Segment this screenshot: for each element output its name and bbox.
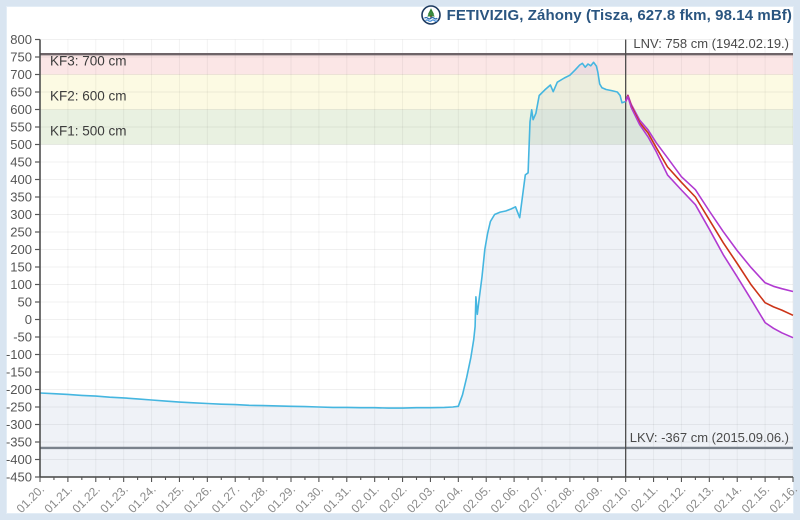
x-tick-label: 01.27. <box>209 482 242 515</box>
y-tick-label: 750 <box>10 50 32 65</box>
x-tick-label: 02.02. <box>376 482 409 515</box>
x-tick-label: 02.04. <box>432 482 465 515</box>
x-tick-label: 02.05. <box>460 482 493 515</box>
x-tick-label: 02.09. <box>571 482 604 515</box>
series-forecast-lower-fill <box>625 96 793 477</box>
y-tick-label: -300 <box>6 417 32 432</box>
x-tick-label: 02.10. <box>599 482 632 515</box>
x-tick-label: 02.07. <box>516 482 549 515</box>
station-header: FETIVIZIG, Záhony (Tisza, 627.8 fkm, 98.… <box>420 2 792 28</box>
series-observed-water-level-fill <box>40 62 626 478</box>
x-tick-label: 01.28. <box>237 482 270 515</box>
x-tick-label: 01.31. <box>320 482 353 515</box>
x-tick-label: 02.11. <box>628 482 661 515</box>
y-tick-label: -350 <box>6 435 32 450</box>
flood-band-kf3-label: KF3: 700 cm <box>50 54 127 69</box>
y-tick-label: 100 <box>10 277 32 292</box>
y-tick-label: -200 <box>6 382 32 397</box>
x-tick-label: 01.25. <box>153 482 186 515</box>
x-tick-label: 01.21. <box>42 482 75 515</box>
x-tick-label: 02.14. <box>711 482 744 515</box>
y-tick-label: -150 <box>6 365 32 380</box>
flood-band-kf2-label: KF2: 600 cm <box>50 89 127 104</box>
x-tick-label: 01.24. <box>125 482 158 515</box>
series-observed-water-level-line <box>39 61 626 409</box>
y-tick-label: 450 <box>10 155 32 170</box>
y-tick-label: 550 <box>10 120 32 135</box>
x-tick-label: 02.01. <box>348 482 381 515</box>
x-tick-label: 02.03. <box>404 482 437 515</box>
y-tick-label: 300 <box>10 207 32 222</box>
station-title: FETIVIZIG, Záhony (Tisza, 627.8 fkm, 98.… <box>446 6 792 24</box>
x-tick-label: 01.30. <box>293 482 326 515</box>
series-forecast-lower-line <box>624 95 794 339</box>
series-forecast-upper-line <box>624 94 794 293</box>
fetivizig-logo-icon <box>420 5 441 25</box>
x-tick-label: 01.20. <box>14 482 47 515</box>
x-tick-label: 02.08. <box>544 482 577 515</box>
x-tick-label: 02.12. <box>655 482 688 515</box>
x-tick-label: 01.22. <box>69 482 102 515</box>
y-tick-label: 150 <box>10 260 32 275</box>
x-tick-label: 02.16. <box>767 482 800 515</box>
y-tick-label: 700 <box>10 67 32 82</box>
flood-band-kf2 <box>40 74 793 110</box>
x-tick-label: 02.15. <box>739 482 772 515</box>
y-tick-label: -100 <box>6 347 32 362</box>
x-tick-label: 01.26. <box>181 482 214 515</box>
y-tick-label: 650 <box>10 85 32 100</box>
flood-band-kf1 <box>40 109 793 145</box>
y-tick-label: 600 <box>10 102 32 117</box>
y-tick-label: 800 <box>10 32 32 47</box>
y-tick-label: 400 <box>10 172 32 187</box>
y-tick-label: 350 <box>10 190 32 205</box>
flood-band-kf3 <box>40 54 793 75</box>
y-tick-label: -450 <box>6 470 32 485</box>
y-tick-label: -50 <box>13 330 32 345</box>
refline-lnv-label: LNV: 758 cm (1942.02.19.) <box>633 36 789 51</box>
x-tick-label: 02.06. <box>488 482 521 515</box>
x-tick-label: 01.29. <box>265 482 298 515</box>
y-tick-label: 200 <box>10 242 32 257</box>
flood-band-kf1-label: KF1: 500 cm <box>50 124 127 139</box>
y-tick-label: -250 <box>6 400 32 415</box>
y-tick-label: 50 <box>18 295 32 310</box>
y-tick-label: -400 <box>6 452 32 467</box>
y-tick-label: 500 <box>10 137 32 152</box>
y-tick-label: 0 <box>25 312 32 327</box>
y-tick-label: 250 <box>10 225 32 240</box>
x-tick-label: 02.13. <box>683 482 716 515</box>
x-tick-label: 01.23. <box>97 482 130 515</box>
refline-lkv-label: LKV: -367 cm (2015.09.06.) <box>630 430 789 445</box>
